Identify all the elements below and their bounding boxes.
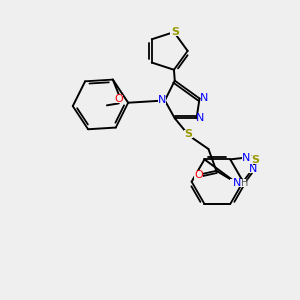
FancyBboxPatch shape — [114, 95, 123, 104]
FancyBboxPatch shape — [248, 165, 257, 173]
Text: N: N — [233, 178, 242, 188]
FancyBboxPatch shape — [194, 171, 203, 179]
FancyBboxPatch shape — [184, 130, 193, 138]
FancyBboxPatch shape — [158, 97, 166, 104]
Text: N: N — [249, 164, 257, 174]
FancyBboxPatch shape — [196, 114, 205, 122]
Text: N: N — [200, 94, 209, 103]
Text: O: O — [194, 170, 203, 180]
Text: O: O — [114, 94, 123, 104]
Text: S: S — [252, 155, 260, 165]
FancyBboxPatch shape — [170, 28, 179, 36]
FancyBboxPatch shape — [230, 179, 246, 187]
Text: S: S — [184, 129, 193, 139]
Text: S: S — [171, 27, 179, 37]
Text: N: N — [158, 95, 166, 106]
Text: H: H — [242, 178, 249, 188]
FancyBboxPatch shape — [200, 94, 208, 102]
FancyBboxPatch shape — [242, 154, 251, 161]
Text: N: N — [242, 152, 250, 163]
Text: N: N — [196, 113, 205, 123]
FancyBboxPatch shape — [251, 156, 260, 164]
